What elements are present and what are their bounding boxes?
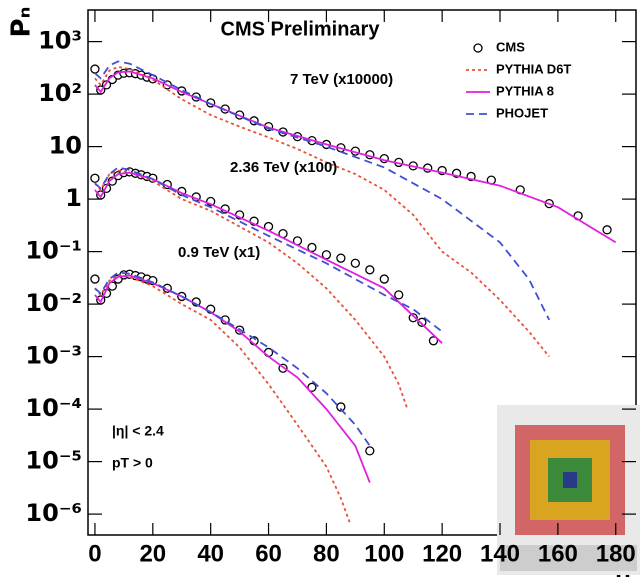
data-point xyxy=(336,253,346,263)
y-tick-label: 10⁻⁵ xyxy=(25,447,82,475)
data-point xyxy=(394,290,404,300)
data-point xyxy=(307,242,317,253)
annotation: pT > 0 xyxy=(112,455,153,471)
y-tick-label: 10 xyxy=(49,132,82,160)
data-point xyxy=(90,64,100,74)
data-point xyxy=(379,274,389,284)
data-point xyxy=(90,173,100,183)
x-tick-label: 60 xyxy=(255,540,282,567)
x-tick-label: 120 xyxy=(422,540,462,567)
data-point xyxy=(602,225,612,235)
y-axis-label: Pₙ xyxy=(7,7,37,38)
model-curve xyxy=(94,274,371,483)
data-point xyxy=(107,176,117,186)
y-tick-label: 10⁻¹ xyxy=(25,237,82,265)
model-curve xyxy=(94,171,443,344)
annotation: 0.9 TeV (x1) xyxy=(178,244,260,261)
plot-area xyxy=(90,60,617,523)
x-tick-label: 160 xyxy=(538,540,578,567)
model-curve xyxy=(94,271,371,447)
model-curve xyxy=(94,65,550,358)
y-tick-label: 10² xyxy=(38,79,82,107)
x-tick-label: 40 xyxy=(197,540,224,567)
y-tick-label: 10⁻⁴ xyxy=(25,394,82,422)
data-point xyxy=(336,402,346,412)
x-tick-label: 0 xyxy=(88,540,101,567)
y-tick-label: 10⁻² xyxy=(25,289,82,317)
model-curve xyxy=(94,274,351,523)
x-tick-label: 140 xyxy=(480,540,520,567)
data-point xyxy=(350,258,360,268)
detector-image xyxy=(497,405,640,575)
model-curve xyxy=(94,169,409,410)
annotation: |η| < 2.4 xyxy=(112,423,164,439)
legend-label: PHOJET xyxy=(496,105,548,120)
model-curve xyxy=(94,166,443,333)
x-tick-label: 20 xyxy=(139,540,166,567)
y-tick-label: 10³ xyxy=(38,27,82,55)
legend-label: CMS xyxy=(496,39,525,54)
data-point xyxy=(365,446,375,456)
plot-frame xyxy=(87,9,637,536)
annotation: 7 TeV (x10000) xyxy=(290,71,393,88)
data-point xyxy=(417,317,427,327)
x-tick-label: 100 xyxy=(364,540,404,567)
x-tick-label: 180 xyxy=(596,540,636,567)
data-point xyxy=(428,336,439,346)
data-point xyxy=(307,382,317,392)
model-curve xyxy=(94,60,551,321)
chart-title: CMS Preliminary xyxy=(221,18,381,40)
y-tick-label: 1 xyxy=(65,184,82,212)
data-point xyxy=(365,265,375,275)
data-point xyxy=(408,313,418,323)
y-tick-label: 10⁻⁶ xyxy=(25,499,82,527)
data-point xyxy=(90,274,100,284)
legend-label: PYTHIA 8 xyxy=(496,83,554,98)
annotation: 2.36 TeV (x100) xyxy=(230,159,337,176)
legend-marker xyxy=(473,43,483,53)
x-tick-label: 80 xyxy=(313,540,340,567)
y-tick-label: 10⁻³ xyxy=(25,342,82,370)
legend-label: PYTHIA D6T xyxy=(496,61,571,76)
